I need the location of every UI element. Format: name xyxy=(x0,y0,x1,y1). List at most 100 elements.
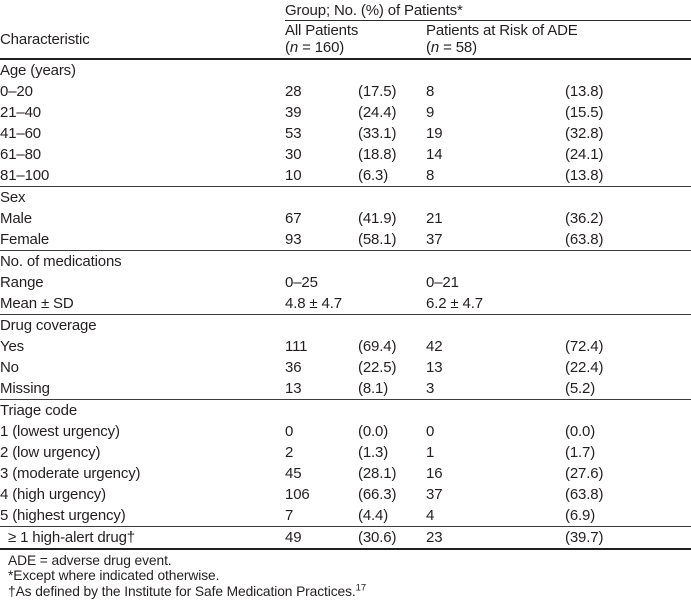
row-label: 21–40 xyxy=(0,104,41,121)
row-label: 1 (lowest urgency) xyxy=(0,423,120,440)
section-header-row: Age (years) xyxy=(0,59,691,81)
row-label: 2 (low urgency) xyxy=(0,444,101,461)
table-row: Yes 111 (69.4) 42 (72.4) xyxy=(0,336,691,357)
row-label: 41–60 xyxy=(0,125,41,142)
risk-count-cell: 1 xyxy=(426,444,435,461)
risk-count-cell: 8 xyxy=(426,167,435,184)
spacer-cell xyxy=(630,123,691,144)
all-pct-cell: (33.1) xyxy=(358,125,397,142)
row-label: 3 (moderate urgency) xyxy=(0,465,141,482)
table-row: Mean ± SD 4.8 ± 4.7 6.2 ± 4.7 xyxy=(0,293,691,315)
row-label: Range xyxy=(0,274,44,291)
risk-pct-cell: (6.9) xyxy=(565,507,596,524)
section-label: Drug coverage xyxy=(0,314,691,336)
spacer-cell xyxy=(630,442,691,463)
risk-count-cell: 9 xyxy=(426,104,435,121)
table-row: 1 (lowest urgency) 0 (0.0) 0 (0.0) xyxy=(0,421,691,442)
column-header-all-patients: All Patients (n = 160) xyxy=(285,20,426,60)
spacer-cell xyxy=(630,357,691,378)
risk-count-cell: 19 xyxy=(426,125,443,142)
spacer-cell xyxy=(630,336,691,357)
section-header-row: Sex xyxy=(0,186,691,208)
all-pct-cell: (17.5) xyxy=(358,83,397,100)
all-patients-n: (n = 160) xyxy=(285,38,345,56)
row-label: ≥ 1 high-alert drug† xyxy=(0,526,285,550)
table-row: Female 93 (58.1) 37 (63.8) xyxy=(0,229,691,251)
all-count-cell: 36 xyxy=(285,359,302,376)
risk-count-cell: 0 xyxy=(426,423,435,440)
risk-patients-n: (n = 58) xyxy=(426,38,477,56)
risk-count-cell: 42 xyxy=(426,338,443,355)
all-count-cell: 13 xyxy=(285,380,302,397)
all-pct-cell: (69.4) xyxy=(358,338,397,355)
risk-count-cell: 37 xyxy=(426,231,443,248)
table-row: 61–80 30 (18.8) 14 (24.1) xyxy=(0,144,691,165)
table-row: 0–20 28 (17.5) 8 (13.8) xyxy=(0,81,691,102)
all-count-cell: 30 xyxy=(285,146,302,163)
all-count-cell: 53 xyxy=(285,125,302,142)
risk-count-cell: 8 xyxy=(426,83,435,100)
all-pct-cell: (0.0) xyxy=(358,423,389,440)
all-pct-cell: (18.8) xyxy=(358,146,397,163)
risk-pct-cell: (39.7) xyxy=(565,526,630,550)
row-label: Male xyxy=(0,210,32,227)
spacer-cell xyxy=(630,505,691,527)
all-patients-label: All Patients xyxy=(285,22,359,39)
row-label: Yes xyxy=(0,338,25,355)
risk-count-cell: 21 xyxy=(426,210,443,227)
all-pct-cell: (28.1) xyxy=(358,465,397,482)
table-row: 81–100 10 (6.3) 8 (13.8) xyxy=(0,165,691,187)
all-pct-cell: (8.1) xyxy=(358,380,389,397)
section-header-row: No. of medications xyxy=(0,250,691,272)
risk-count-cell: 16 xyxy=(426,465,443,482)
all-pct-cell: (30.6) xyxy=(358,526,426,550)
spacer-cell xyxy=(630,229,691,251)
all-count-cell: 111 xyxy=(285,338,308,355)
column-header-row: Characteristic All Patients (n = 160) Pa… xyxy=(0,20,691,60)
spacer-cell xyxy=(630,144,691,165)
row-label: No xyxy=(0,359,19,376)
all-center-value: 0–25 xyxy=(285,274,318,291)
risk-count-cell: 23 xyxy=(426,526,565,550)
table-row: No 36 (22.5) 13 (22.4) xyxy=(0,357,691,378)
risk-count-cell: 14 xyxy=(426,146,443,163)
risk-pct-cell: (63.8) xyxy=(565,231,604,248)
footnote-reference-number: 17 xyxy=(355,582,367,594)
all-pct-cell: (41.9) xyxy=(358,210,397,227)
table-row: Missing 13 (8.1) 3 (5.2) xyxy=(0,378,691,400)
all-center-value: 4.8 ± 4.7 xyxy=(285,295,342,312)
spacer-cell xyxy=(630,378,691,400)
risk-pct-cell: (13.8) xyxy=(565,83,604,100)
risk-count-cell: 4 xyxy=(426,507,435,524)
table-row: 2 (low urgency) 2 (1.3) 1 (1.7) xyxy=(0,442,691,463)
risk-pct-cell: (36.2) xyxy=(565,210,604,227)
risk-pct-cell: (63.8) xyxy=(565,486,604,503)
all-count-cell: 39 xyxy=(285,104,302,121)
all-pct-cell: (4.4) xyxy=(358,507,389,524)
risk-pct-cell: (72.4) xyxy=(565,338,604,355)
row-label: 0–20 xyxy=(0,83,33,100)
risk-pct-cell: (15.5) xyxy=(565,104,604,121)
footnote-asterisk: *Except where indicated otherwise. xyxy=(8,568,220,584)
all-count-cell: 0 xyxy=(285,423,294,440)
column-header-risk-patients: Patients at Risk of ADE (n = 58) xyxy=(426,20,691,60)
risk-center-value: 0–21 xyxy=(426,274,459,291)
table-row: 21–40 39 (24.4) 9 (15.5) xyxy=(0,102,691,123)
patient-characteristics-table: Group; No. (%) of Patients* Characterist… xyxy=(0,0,691,550)
section-header-row: Triage code xyxy=(0,399,691,421)
table-row: Range 0–25 0–21 xyxy=(0,272,691,293)
row-label: Female xyxy=(0,231,50,248)
footnotes: ADE = adverse drug event. *Except where … xyxy=(0,550,691,599)
risk-pct-cell: (0.0) xyxy=(565,423,596,440)
risk-pct-cell: (13.8) xyxy=(565,167,604,184)
all-count-cell: 49 xyxy=(285,526,358,550)
spacer-cell xyxy=(630,102,691,123)
all-pct-cell: (22.5) xyxy=(358,359,397,376)
spacer-cell xyxy=(630,484,691,505)
row-label: Mean ± SD xyxy=(0,295,74,312)
group-header-spacer xyxy=(0,0,285,21)
all-count-cell: 45 xyxy=(285,465,302,482)
risk-pct-cell: (27.6) xyxy=(565,465,604,482)
risk-pct-cell: (24.1) xyxy=(565,146,604,163)
